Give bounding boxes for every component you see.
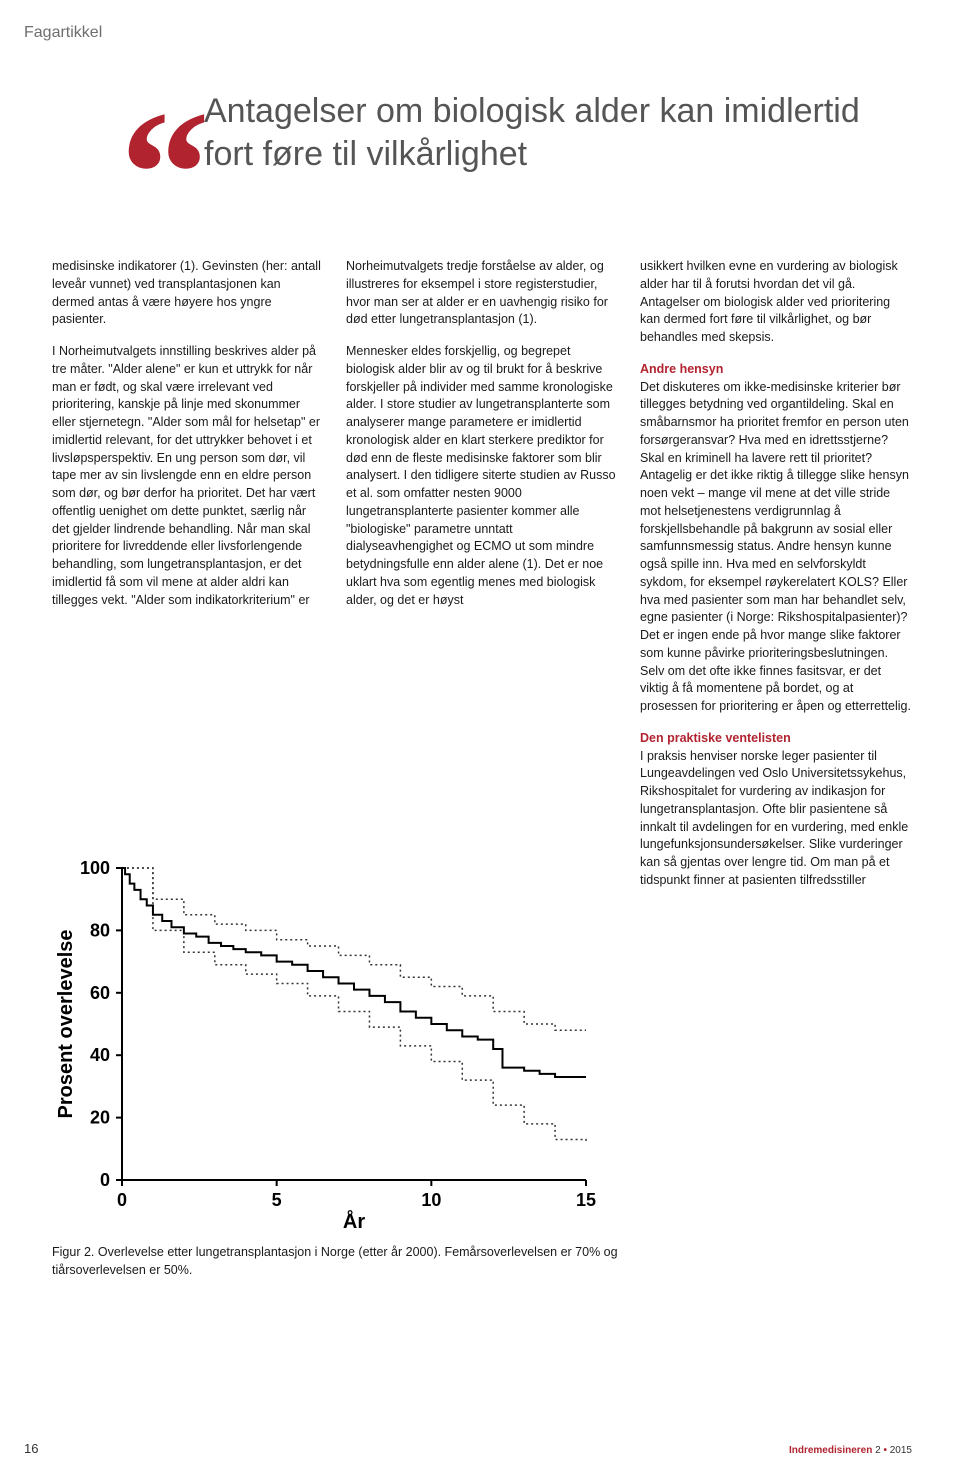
svg-text:40: 40 (90, 1045, 110, 1065)
section-label: Fagartikkel (24, 24, 102, 42)
svg-text:0: 0 (100, 1170, 110, 1190)
journal-name: Indremedisineren (789, 1445, 872, 1456)
subhead-ventelisten: Den praktiske ventelisten (640, 731, 791, 745)
figure-caption: Figur 2. Overlevelse etter lungetranspla… (52, 1244, 622, 1280)
figure-2: 020406080100051015ÅrProsent overlevelse … (52, 854, 622, 1280)
column-1: medisinske indikatorer (1). Gevinsten (h… (52, 258, 324, 904)
col3-p1: usikkert hvilken evne en vurdering av bi… (640, 258, 912, 347)
journal-year: 2015 (890, 1445, 912, 1456)
svg-text:Prosent overlevelse: Prosent overlevelse (55, 930, 77, 1119)
col3-p3: I praksis henviser norske leger pasiente… (640, 749, 908, 887)
journal-line: Indremedisineren 2 • 2015 (789, 1445, 912, 1456)
column-3: usikkert hvilken evne en vurdering av bi… (640, 258, 912, 904)
col1-p2: I Norheimutvalgets innstilling beskrives… (52, 343, 324, 609)
column-2: Norheimutvalgets tredje forståelse av al… (346, 258, 618, 904)
svg-text:20: 20 (90, 1108, 110, 1128)
svg-text:15: 15 (576, 1190, 596, 1210)
col3-p2: Det diskuteres om ikke-medisinske kriter… (640, 380, 911, 714)
svg-text:10: 10 (421, 1190, 441, 1210)
svg-text:80: 80 (90, 920, 110, 940)
quote-mark-icon: “ (120, 120, 192, 228)
page-number: 16 (24, 1441, 38, 1456)
col1-p1: medisinske indikatorer (1). Gevinsten (h… (52, 258, 324, 329)
pull-quote: “ Antagelser om biologisk alder kan imid… (120, 72, 912, 228)
svg-text:100: 100 (80, 858, 110, 878)
svg-text:År: År (343, 1209, 365, 1233)
quote-text: Antagelser om biologisk alder kan imidle… (204, 72, 912, 175)
subhead-andre-hensyn: Andre hensyn (640, 362, 723, 376)
body-columns: medisinske indikatorer (1). Gevinsten (h… (52, 258, 912, 904)
page-footer: 16 Indremedisineren 2 • 2015 (0, 1436, 960, 1456)
journal-issue: 2 (875, 1445, 881, 1456)
col2-p1: Norheimutvalgets tredje forståelse av al… (346, 258, 618, 329)
col2-p2: Mennesker eldes forskjellig, og begrepet… (346, 343, 618, 609)
svg-text:60: 60 (90, 983, 110, 1003)
svg-text:5: 5 (272, 1190, 282, 1210)
survival-chart: 0 20 40 60 80 100 0 5 10 15 År Prosent overlevelse (52, 854, 600, 1234)
svg-text:0: 0 (117, 1190, 127, 1210)
bullet-icon: • (883, 1445, 887, 1456)
